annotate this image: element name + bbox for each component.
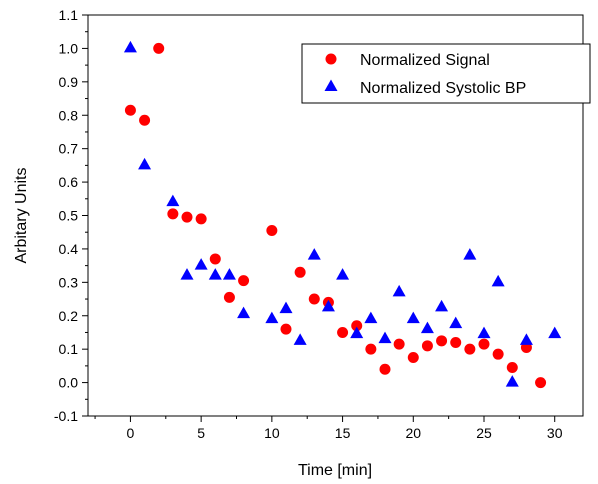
normalized-signal-point — [308, 293, 320, 305]
normalized-signal-point — [209, 253, 221, 265]
normalized-signal-point — [124, 104, 136, 116]
normalized-systolic-bp-point — [222, 268, 236, 280]
normalized-systolic-bp-point — [364, 311, 378, 324]
normalized-systolic-bp-point — [307, 248, 321, 260]
normalized-signal-point — [153, 42, 165, 54]
legend: Normalized Signal Normalized Systolic BP — [301, 43, 591, 104]
x-tick-label: 20 — [405, 425, 421, 441]
x-tick-label: 5 — [197, 425, 205, 441]
y-tick-label: 0.6 — [59, 174, 79, 190]
normalized-signal-point — [139, 114, 151, 126]
normalized-signal-point — [223, 291, 235, 303]
y-tick-label: 1.0 — [59, 40, 79, 56]
y-tick-label: 0.5 — [59, 208, 79, 224]
y-tick-label: 0.1 — [59, 341, 79, 357]
y-axis-title: Arbitary Units — [13, 167, 30, 263]
normalized-systolic-bp-point — [279, 301, 293, 314]
y-tick-label: 1.1 — [59, 7, 79, 23]
normalized-signal-point — [379, 363, 391, 375]
normalized-systolic-bp-point — [519, 333, 533, 345]
normalized-systolic-bp-point — [180, 268, 194, 280]
normalized-systolic-bp-point — [208, 268, 222, 280]
legend-label-normalized-signal: Normalized Signal — [360, 52, 490, 69]
normalized-signal-point — [337, 326, 349, 338]
normalized-signal-point — [535, 377, 547, 389]
normalized-systolic-bp-point — [265, 311, 279, 324]
normalized-signal-point — [167, 208, 179, 220]
normalized-systolic-bp-point — [321, 299, 335, 312]
normalized-systolic-bp-point — [449, 316, 463, 329]
normalized-signal-point — [280, 323, 292, 335]
normalized-signal-point — [421, 340, 433, 352]
normalized-systolic-bp-point — [138, 157, 152, 170]
axis-ticks — [82, 14, 556, 422]
normalized-systolic-bp-point — [491, 274, 505, 287]
y-tick-label: 0.2 — [59, 308, 79, 324]
normalized-systolic-bp-point — [293, 333, 307, 345]
normalized-signal-point — [351, 320, 363, 332]
x-tick-label: 25 — [476, 425, 492, 441]
x-tick-label: 15 — [335, 425, 351, 441]
normalized-systolic-bp-point — [463, 248, 477, 260]
normalized-signal-point — [436, 335, 448, 347]
legend-marker-normalized-signal — [325, 53, 337, 65]
normalized-systolic-bp-point — [505, 375, 519, 387]
y-tick-label: 0.3 — [59, 274, 79, 290]
y-tick-label: 0.4 — [59, 241, 79, 257]
normalized-systolic-bp-point — [378, 331, 392, 344]
normalized-systolic-bp-point — [123, 40, 137, 53]
normalized-signal-point — [266, 225, 278, 237]
normalized-signal-point — [450, 336, 462, 348]
x-tick-label: 0 — [127, 425, 135, 441]
normalized-signal-point — [238, 275, 250, 287]
legend-marker-normalized-systolic-bp — [324, 79, 338, 91]
y-tick-label: 0.9 — [59, 74, 79, 90]
normalized-systolic-bp-point — [548, 326, 562, 339]
normalized-systolic-bp-point — [392, 284, 406, 297]
data-points — [123, 40, 562, 389]
normalized-systolic-bp-point — [406, 311, 420, 324]
normalized-signal-point — [393, 338, 405, 350]
y-tick-label: 0.7 — [59, 141, 79, 157]
normalized-systolic-bp-point — [420, 321, 434, 334]
y-tick-label: 0.8 — [59, 107, 79, 123]
x-tick-label: 10 — [264, 425, 280, 441]
normalized-signal-point — [294, 266, 306, 278]
normalized-systolic-bp-point — [350, 326, 364, 339]
normalized-signal-point — [506, 362, 518, 374]
x-tick-label: 30 — [547, 425, 563, 441]
normalized-signal-point — [195, 213, 207, 225]
normalized-signal-point — [181, 211, 193, 223]
legend-label-normalized-systolic-bp: Normalized Systolic BP — [360, 80, 526, 97]
normalized-signal-point — [407, 352, 419, 364]
normalized-signal-point — [365, 343, 377, 355]
normalized-systolic-bp-point — [194, 258, 208, 270]
normalized-signal-point — [464, 343, 476, 355]
x-axis-title: Time [min] — [298, 462, 372, 479]
normalized-signal-point — [492, 348, 504, 360]
axis-tick-labels: 0 5 10 15 20 25 30 -0.1 0.0 0.1 0.2 0.3 0.4 0.5 0.6 0.7… — [54, 7, 563, 441]
normalized-systolic-bp-point — [435, 299, 449, 312]
normalized-systolic-bp-point — [477, 326, 491, 339]
legend-box — [301, 43, 591, 104]
normalized-signal-point — [478, 338, 490, 350]
y-tick-label: -0.1 — [54, 408, 78, 424]
normalized-systolic-bp-point — [237, 306, 251, 319]
normalized-systolic-bp-point — [336, 268, 350, 280]
normalized-systolic-bp-point — [166, 194, 180, 207]
y-tick-label: 0.0 — [59, 375, 79, 391]
